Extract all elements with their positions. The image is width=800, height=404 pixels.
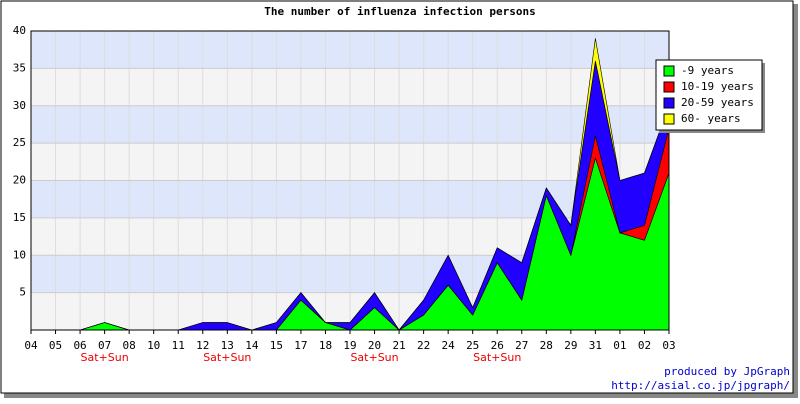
x-tick-label: 11 [172,339,185,352]
x-tick-label: 13 [221,339,234,352]
x-tick-label: 05 [49,339,62,352]
x-tick-label: 10 [147,339,160,352]
footer-text: produced by JpGraph [664,365,790,378]
x-tick-label: 15 [270,339,283,352]
x-tick-label: 02 [638,339,651,352]
x-tick-label: 01 [613,339,626,352]
x-tick-label: 07 [98,339,111,352]
y-tick-label: 25 [13,136,26,149]
x-tick-label: 19 [343,339,356,352]
legend-swatch [663,81,675,93]
x-tick-label: 31 [589,339,602,352]
legend-label: -9 years [681,64,734,77]
x-tick-note: Sat+Sun [203,351,251,364]
legend-label: 60- years [681,112,741,125]
x-tick-label: 03 [662,339,675,352]
chart-title: The number of influenza infection person… [264,5,536,18]
x-tick-label: 17 [294,339,307,352]
x-tick-label: 06 [73,339,86,352]
y-tick-label: 20 [13,174,26,187]
x-tick-label: 22 [417,339,430,352]
y-tick-label: 15 [13,211,26,224]
x-tick-label: 27 [515,339,528,352]
y-tick-label: 10 [13,248,26,261]
legend-swatch [663,113,675,125]
x-tick-label: 25 [466,339,479,352]
x-tick-label: 12 [196,339,209,352]
legend-label: 20-59 years [681,96,754,109]
y-tick-label: 40 [13,24,26,37]
x-tick-note: Sat+Sun [350,351,398,364]
x-tick-label: 24 [442,339,456,352]
y-tick-label: 35 [13,61,26,74]
x-tick-note: Sat+Sun [473,351,521,364]
footer-text: http://asial.co.jp/jpgraph/ [611,379,790,392]
x-tick-label: 04 [24,339,38,352]
x-tick-label: 26 [491,339,504,352]
legend-swatch [663,97,675,109]
x-tick-label: 28 [540,339,553,352]
x-tick-note: Sat+Sun [81,351,129,364]
y-tick-label: 30 [13,99,26,112]
x-tick-label: 21 [392,339,405,352]
x-tick-label: 20 [368,339,381,352]
legend-label: 10-19 years [681,80,754,93]
x-tick-label: 18 [319,339,332,352]
y-tick-label: 5 [19,286,26,299]
legend-swatch [663,65,675,77]
x-tick-label: 08 [123,339,136,352]
x-tick-label: 29 [564,339,577,352]
x-tick-label: 14 [245,339,259,352]
